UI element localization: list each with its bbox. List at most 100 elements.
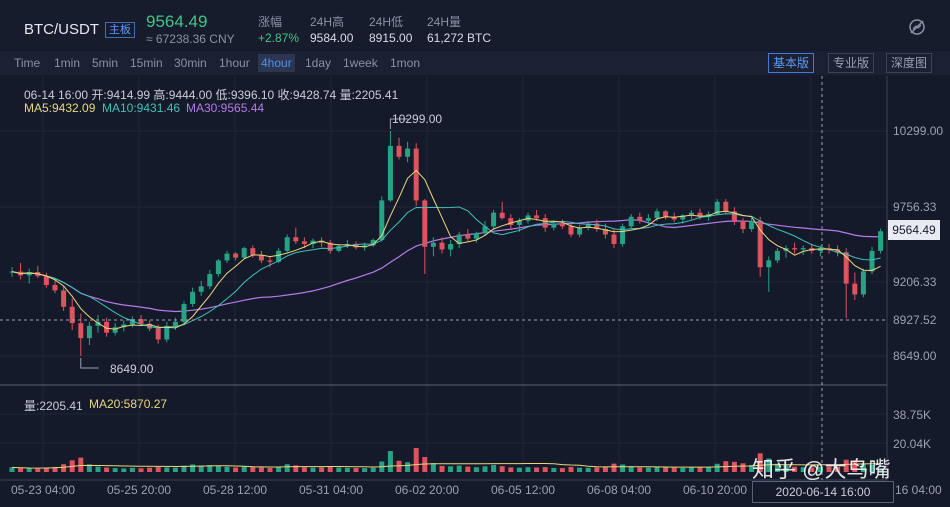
candle-body [869,250,875,272]
candle-body [172,321,178,326]
view-pro-button[interactable]: 专业版 [828,53,875,73]
volume-tick: 38.75K [893,408,932,422]
stat-high-value: 9584.00 [310,31,354,45]
volume-bar [482,466,488,472]
high-low-markers [80,118,409,369]
candle-body [207,274,213,287]
candle-body [740,220,746,230]
volume-bar [78,457,84,472]
volume-bar [878,468,884,472]
ma10-line [11,206,881,329]
volume-bar [147,467,153,472]
candle-body [491,212,497,227]
candle-body [284,237,290,251]
volume-bar [456,465,462,472]
timeframe-4hour[interactable]: 4hour [258,54,295,72]
volume-bar [697,467,703,472]
ma10-legend: MA10:9431.46 [102,101,181,115]
candle-body [78,323,84,339]
volume-bar [233,467,239,472]
volume-bar [250,467,256,472]
timeframe-time[interactable]: Time [14,56,41,70]
time-tick: 06-02 20:00 [395,483,460,497]
candle-body [52,284,58,291]
candle-body [241,248,247,258]
volume-bar [284,464,290,472]
volume-bar [9,467,15,472]
volume-bar [542,467,548,472]
volume-bar [198,465,204,472]
candle-body [95,321,101,326]
candle-body [835,249,841,253]
candle-body [448,244,454,250]
timeframe-5min[interactable]: 5min [92,56,119,70]
candle-body [568,226,574,235]
candle-body [534,215,540,219]
candle-body [878,231,884,251]
volume-bar [525,467,531,472]
volume-tick: 20.04K [893,437,932,451]
volume-bar [190,464,196,472]
candle-body [843,252,849,284]
volume-bar [293,465,299,472]
chart-settings-icon[interactable] [908,18,926,36]
volume-bar [740,463,746,472]
candle-body [611,234,617,245]
timeframe-1mon[interactable]: 1mon [390,56,421,70]
board-badge: 主板 [105,22,135,38]
candle-body [267,260,273,262]
volume-bar [473,467,479,472]
candle-body [69,306,75,324]
time-tick: 06-08 04:00 [587,483,652,497]
price-tick: 10299.00 [893,124,944,138]
view-basic-button[interactable]: 基本版 [768,53,815,73]
volume-bar [439,465,445,472]
stat-change-label: 涨幅 [258,15,283,29]
price-tick: 9756.33 [893,200,937,214]
volume-bar [835,466,841,472]
volume-bar [508,467,514,472]
view-depth-button[interactable]: 深度图 [886,53,933,73]
timeframe-1min[interactable]: 1min [54,56,81,70]
volume-bars [9,448,884,472]
candle-body [336,246,342,251]
candle-body [129,319,135,325]
volume-bar [731,461,737,472]
candle-body [860,271,866,295]
timeframe-1day[interactable]: 1day [305,56,332,70]
ma30-line [11,219,881,313]
volume-bar [448,466,454,472]
trading-pair[interactable]: BTC/USDT [24,21,99,38]
volume-bar [396,460,402,472]
candle-body [852,283,858,295]
volume-legend: 量:2205.41 [24,399,83,413]
volume-bar [465,466,471,472]
timeframe-30min[interactable]: 30min [174,56,207,70]
volume-bar [637,467,643,472]
volume-bar [516,467,522,472]
candle-body [370,239,376,246]
candle-body [628,216,634,227]
volume-bar [215,465,221,472]
candle-body [688,212,694,216]
volume-bar [207,465,213,472]
volume-bar [310,467,316,472]
timeframe-15min[interactable]: 15min [130,56,163,70]
candle-body [482,226,488,234]
candle-body [396,145,402,157]
volume-bar [860,463,866,472]
candle-body [198,286,204,292]
timeframe-1week[interactable]: 1week [343,56,378,70]
candle-body [327,242,333,251]
volume-bar [671,467,677,472]
volume-bar [843,459,849,472]
candle-body [577,227,583,235]
candle-body [224,253,230,261]
volume-bar [817,467,823,472]
volume-bar [749,464,755,472]
volume-bar [121,468,127,472]
volume-bar [387,451,393,472]
volume-bar [568,466,574,472]
timeframe-1hour[interactable]: 1hour [219,56,250,70]
